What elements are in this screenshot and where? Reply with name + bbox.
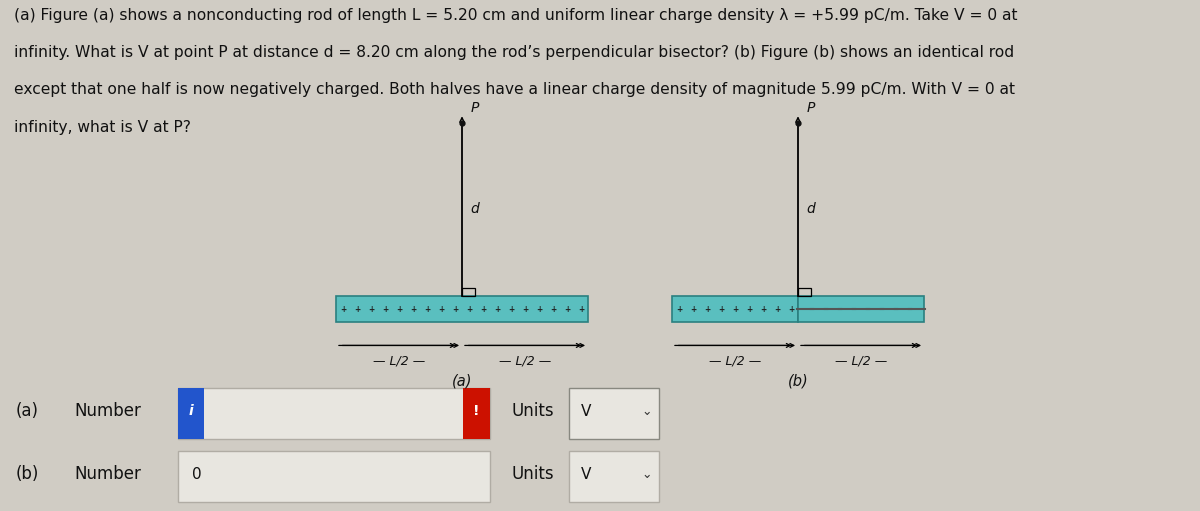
Text: +: + xyxy=(480,305,486,314)
Text: +: + xyxy=(578,305,584,314)
Bar xyxy=(798,296,924,322)
Text: +: + xyxy=(522,305,528,314)
Text: +: + xyxy=(438,305,444,314)
Text: i: i xyxy=(188,404,193,419)
Text: +: + xyxy=(424,305,430,314)
Text: (a): (a) xyxy=(16,402,38,421)
Text: d: d xyxy=(806,202,815,216)
Text: +: + xyxy=(508,305,514,314)
Bar xyxy=(798,288,811,296)
Text: +: + xyxy=(676,305,682,314)
Text: +: + xyxy=(340,305,346,314)
Text: +: + xyxy=(550,305,556,314)
Text: +: + xyxy=(788,305,794,314)
Text: +: + xyxy=(410,305,416,314)
Text: — L/2 —: — L/2 — xyxy=(835,354,887,367)
Bar xyxy=(463,388,490,439)
Text: P: P xyxy=(806,101,815,115)
Text: Number: Number xyxy=(74,402,142,421)
Bar xyxy=(178,388,490,439)
Bar xyxy=(672,296,798,322)
Text: Units: Units xyxy=(511,402,554,421)
Text: infinity. What is V at point P at distance d = 8.20 cm along the rod’s perpendic: infinity. What is V at point P at distan… xyxy=(14,45,1014,60)
Text: +: + xyxy=(704,305,710,314)
Text: V: V xyxy=(581,467,592,482)
Text: +: + xyxy=(494,305,500,314)
Text: +: + xyxy=(746,305,752,314)
Text: (b): (b) xyxy=(787,374,809,388)
Text: +: + xyxy=(564,305,570,314)
Text: Units: Units xyxy=(511,465,554,483)
Text: +: + xyxy=(690,305,696,314)
Text: +: + xyxy=(774,305,780,314)
Text: d: d xyxy=(470,202,479,216)
Text: !: ! xyxy=(473,404,480,419)
Text: ⌄: ⌄ xyxy=(642,468,652,481)
Text: +: + xyxy=(718,305,724,314)
Text: P: P xyxy=(470,101,479,115)
Text: — L/2 —: — L/2 — xyxy=(709,354,761,367)
Bar xyxy=(178,451,490,502)
Text: +: + xyxy=(382,305,388,314)
Text: +: + xyxy=(452,305,458,314)
Text: Number: Number xyxy=(74,465,142,483)
Text: infinity, what is V at P?: infinity, what is V at P? xyxy=(14,120,192,134)
Text: — L/2 —: — L/2 — xyxy=(499,354,551,367)
Text: +: + xyxy=(760,305,766,314)
Text: ⌄: ⌄ xyxy=(642,405,652,418)
Text: 0: 0 xyxy=(192,467,202,482)
Text: +: + xyxy=(466,305,472,314)
Bar xyxy=(569,388,659,439)
Bar xyxy=(462,288,475,296)
Text: +: + xyxy=(536,305,542,314)
Text: (b): (b) xyxy=(16,465,38,483)
Text: V: V xyxy=(581,404,592,419)
Text: +: + xyxy=(368,305,374,314)
Text: (a): (a) xyxy=(451,374,473,388)
Text: — L/2 —: — L/2 — xyxy=(373,354,425,367)
Text: +: + xyxy=(732,305,738,314)
Bar xyxy=(569,451,659,502)
Text: except that one half is now negatively charged. Both halves have a linear charge: except that one half is now negatively c… xyxy=(14,82,1015,97)
Text: (a) Figure (a) shows a nonconducting rod of length L = 5.20 cm and uniform linea: (a) Figure (a) shows a nonconducting rod… xyxy=(14,8,1018,22)
Text: +: + xyxy=(354,305,360,314)
Text: +: + xyxy=(396,305,402,314)
Bar xyxy=(336,296,588,322)
Bar xyxy=(178,388,204,439)
